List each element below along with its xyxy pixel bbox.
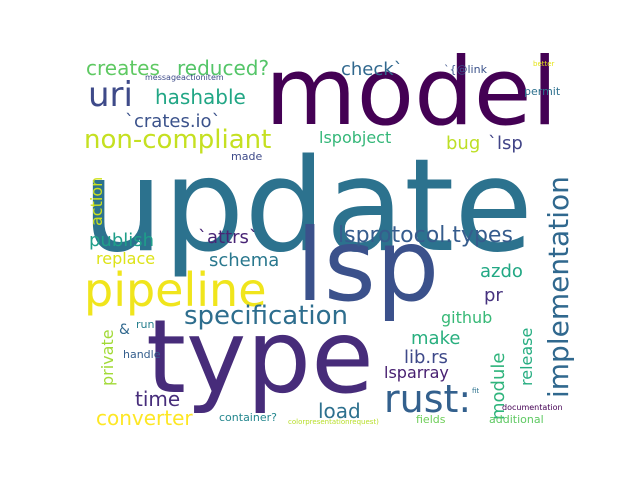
word-44: documentation [502, 403, 563, 412]
word-35: action [87, 177, 106, 226]
word-6: rust: [384, 377, 471, 421]
word-24: pr [484, 285, 503, 306]
word-19: `attrs` [198, 227, 258, 248]
word-27: release [517, 328, 536, 386]
word-23: azdo [480, 261, 523, 282]
word-29: lib.rs [404, 347, 448, 368]
word-42: fields [416, 413, 446, 426]
word-8: non-compliant [84, 125, 271, 155]
word-39: made [231, 150, 262, 163]
word-28: make [411, 328, 460, 349]
word-1: model [265, 38, 558, 147]
word-5: implementation [542, 176, 575, 398]
word-7: specification [184, 301, 348, 331]
word-40: container? [219, 411, 277, 424]
word-30: lsparray [384, 363, 449, 382]
word-12: reduced? [177, 56, 269, 80]
word-3: lsp [296, 207, 439, 324]
word-34: private [98, 329, 117, 386]
word-31: time [135, 387, 180, 411]
word-18: lspobject [319, 128, 391, 147]
word-16: bug [446, 133, 480, 154]
word-20: publish [89, 230, 154, 251]
word-26: module [488, 353, 509, 420]
word-10: lsprotocol.types [338, 223, 513, 248]
word-32: load [318, 399, 361, 423]
word-15: check` [341, 59, 403, 80]
word-21: replace [96, 249, 155, 268]
word-9: uri [88, 75, 133, 115]
word-0: update [82, 132, 533, 281]
word-25: github [441, 308, 492, 327]
word-48: `{@link [444, 63, 488, 76]
word-22: schema [209, 250, 279, 271]
word-4: pipeline [84, 263, 267, 317]
word-36: & [119, 322, 130, 338]
word-37: run [136, 318, 154, 331]
word-33: converter [96, 406, 193, 430]
word-45: fit [472, 387, 479, 395]
word-11: creates [86, 56, 160, 80]
word-49: messageactionitem [145, 73, 224, 82]
word-43: additional [489, 413, 544, 426]
word-47: better [533, 60, 555, 68]
word-41: colorpresentationrequest) [288, 418, 379, 426]
word-46: permit [524, 85, 561, 98]
word-13: hashable [155, 85, 246, 109]
word-17: `lsp [488, 133, 523, 154]
word-2: type [146, 298, 374, 417]
word-38: handle [123, 348, 161, 361]
word-14: `crates.io` [125, 111, 221, 132]
